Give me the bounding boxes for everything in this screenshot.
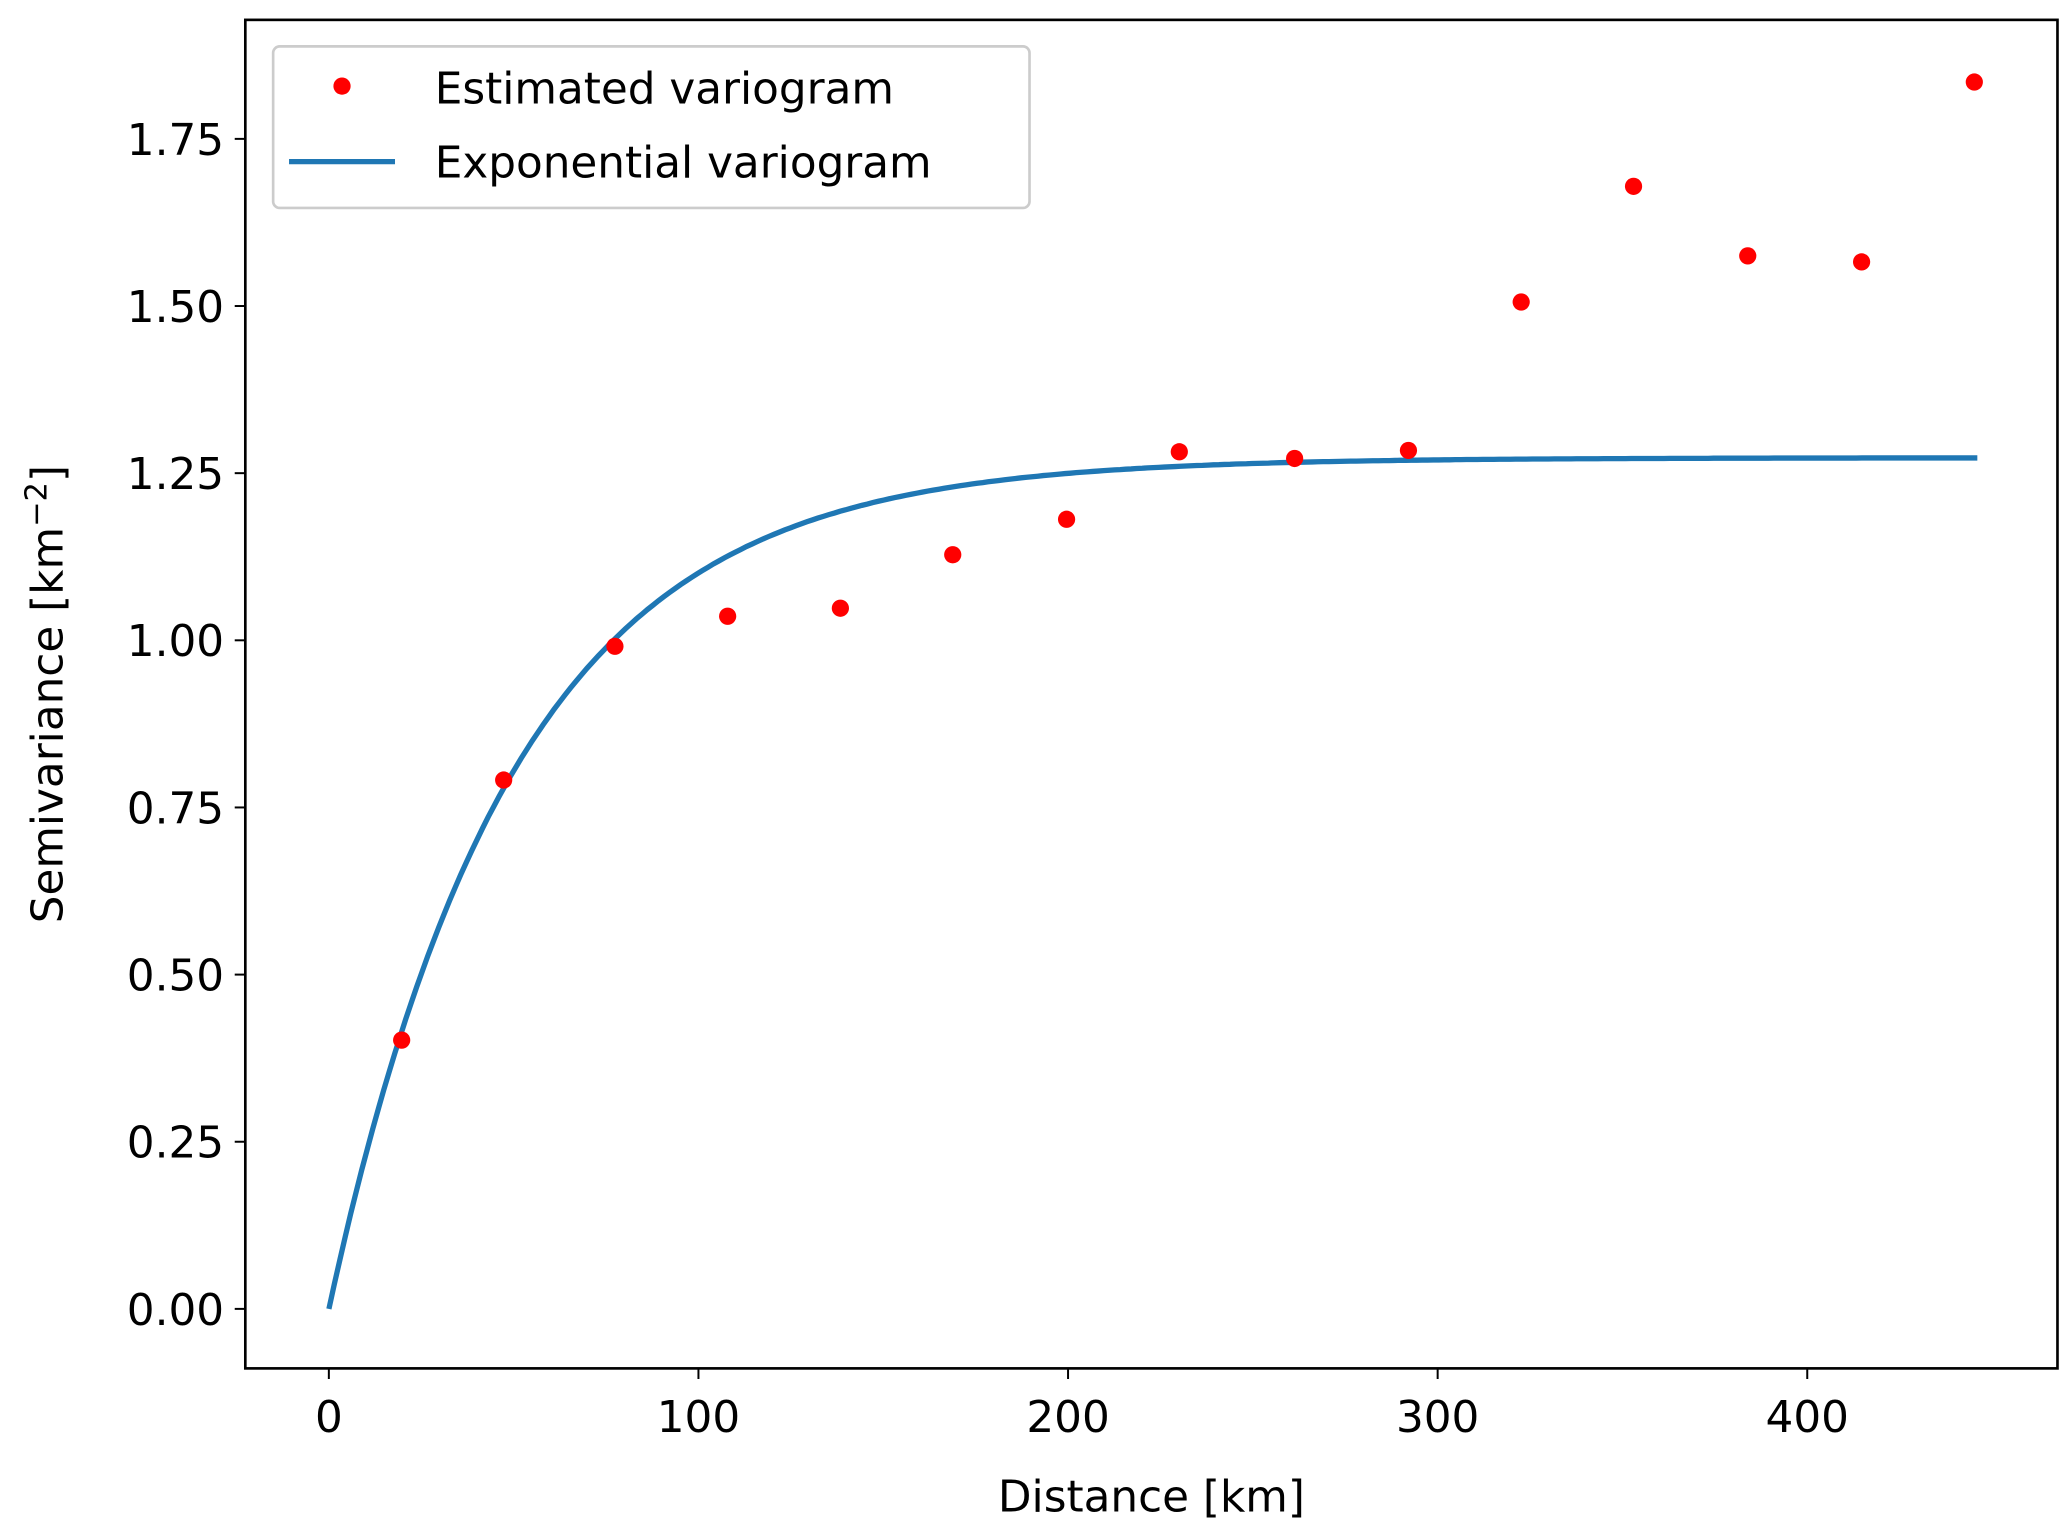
- y-axis-label-superscript: −2: [20, 482, 55, 527]
- legend-label-estimated: Estimated variogram: [435, 63, 894, 114]
- estimated-variogram-point: [495, 771, 513, 789]
- estimated-variogram-point: [1057, 510, 1076, 528]
- estimated-variogram-point: [831, 599, 849, 617]
- estimated-variogram-point: [1399, 441, 1418, 460]
- x-tick-label: 100: [657, 1392, 740, 1443]
- x-tick-label: 200: [1026, 1392, 1109, 1443]
- axes-frame: [243, 18, 2059, 1370]
- estimated-variogram-point: [719, 607, 737, 625]
- estimated-variogram-point: [1170, 443, 1188, 461]
- legend-label-exponential: Exponential variogram: [435, 138, 932, 189]
- y-tick-label: 1.50: [127, 282, 224, 333]
- y-axis-label: Semivariance [km−2]: [20, 465, 74, 923]
- x-tick-label: 400: [1766, 1392, 1849, 1443]
- estimated-variogram-point: [606, 637, 624, 655]
- estimated-variogram-point: [1512, 293, 1530, 311]
- y-axis-label-suffix: ]: [23, 465, 74, 482]
- plot-area: [326, 73, 1983, 1310]
- estimated-variogram-point: [1739, 247, 1757, 265]
- y-tick-label: 0.25: [127, 1118, 224, 1169]
- legend-marker-estimated: [333, 77, 351, 95]
- y-tick-label: 0.50: [127, 950, 224, 1001]
- legend: Estimated variogram Exponential variogra…: [271, 45, 1031, 210]
- axis-ticks: 0 100 200 300 400 0.00 0.25 0.50 0.75 1.00 1.25 1.5…: [127, 115, 1849, 1443]
- x-tick-label: 300: [1396, 1392, 1479, 1443]
- x-axis-label: Distance [km]: [998, 1471, 1305, 1522]
- y-tick-label: 1.75: [127, 115, 224, 166]
- estimated-variogram-point: [1965, 73, 1983, 91]
- exponential-variogram-line: [326, 455, 1978, 1310]
- estimated-variogram-point: [944, 546, 962, 564]
- y-tick-label: 1.00: [127, 616, 224, 667]
- legend-box: [271, 45, 1031, 210]
- estimated-variogram-point: [1624, 177, 1643, 195]
- y-tick-label: 1.25: [127, 449, 224, 500]
- y-axis-label-main: Semivariance [km: [23, 527, 74, 923]
- estimated-variogram-point: [1286, 449, 1304, 468]
- x-tick-label: 0: [315, 1392, 343, 1443]
- estimated-variogram-point: [1852, 253, 1871, 271]
- y-tick-label: 0.75: [127, 783, 224, 834]
- y-tick-label: 0.00: [127, 1285, 224, 1336]
- estimated-variogram-point: [393, 1031, 411, 1049]
